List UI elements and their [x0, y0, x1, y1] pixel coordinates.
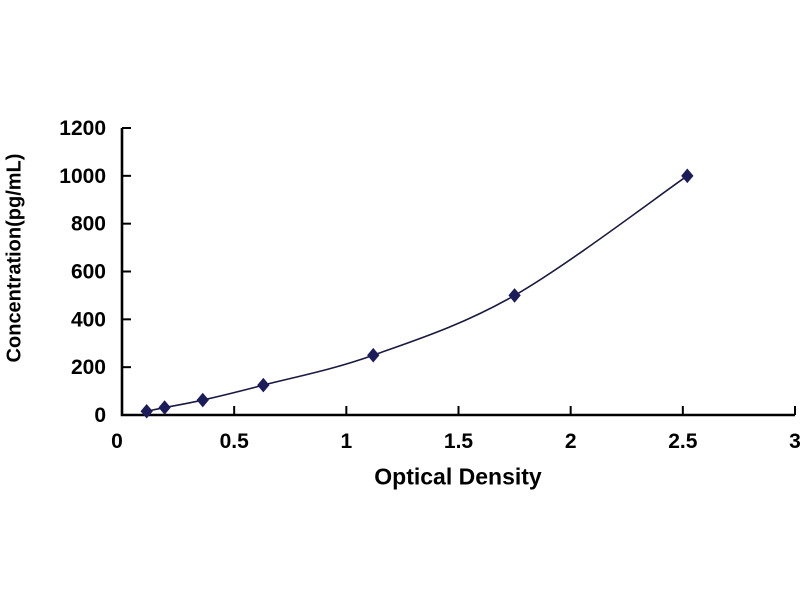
axis-lines [120, 128, 795, 417]
y-tick-label: 600 [71, 261, 106, 284]
x-axis-title: Optical Density [374, 463, 542, 490]
x-tick-label: 1.5 [444, 430, 474, 453]
y-tick-label: 200 [71, 356, 106, 379]
x-tick-label: 2 [565, 430, 577, 453]
data-point-marker [367, 347, 380, 363]
x-tick-label: 0 [111, 430, 123, 453]
data-point-marker [508, 288, 521, 303]
y-tick-label: 800 [71, 213, 106, 236]
y-tick-label: 0 [94, 404, 106, 427]
y-axis-title: Concentration(pg/mL) [3, 153, 26, 363]
standard-curve-line [146, 175, 688, 413]
y-tick-label: 1200 [59, 117, 106, 140]
x-tick-label: 2.5 [668, 430, 698, 453]
data-point-marker [257, 377, 270, 393]
x-tick-label: 1 [340, 430, 352, 453]
x-tick-label: 3 [789, 430, 800, 453]
data-point-marker [196, 392, 209, 408]
x-tick-label: 0.5 [220, 430, 250, 453]
data-point-marker [681, 168, 694, 184]
data-point-marker [158, 400, 171, 415]
y-tick-label: 400 [71, 308, 106, 331]
data-point-marker [140, 403, 153, 419]
y-tick-label: 1000 [59, 165, 106, 188]
